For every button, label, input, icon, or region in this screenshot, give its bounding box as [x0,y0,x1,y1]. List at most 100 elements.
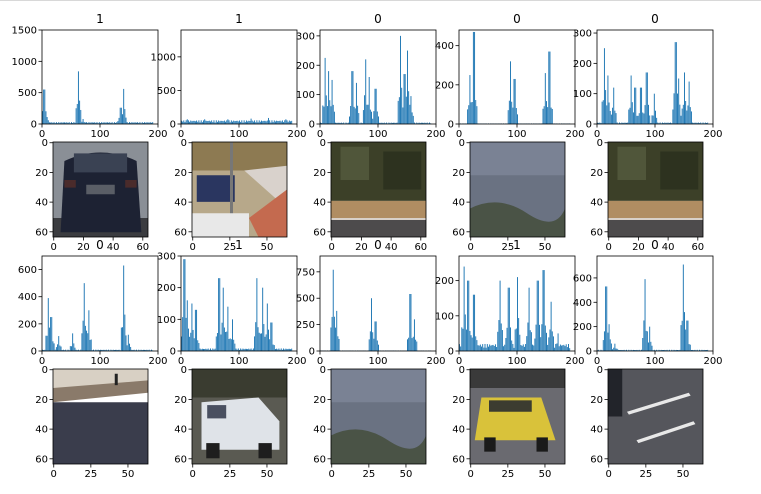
histogram-bar [142,122,144,124]
histogram-bar [261,333,262,351]
y-tick-label: 200 [573,322,592,333]
image-region [114,373,118,386]
histogram-bar [476,340,478,351]
histogram-bar [259,333,261,351]
histogram-bar [375,88,377,124]
histogram-bar [66,122,68,124]
histogram-bar [679,349,681,351]
histogram-panel: 0 100 200 0 100 200 1 [435,238,585,367]
histogram-bar [279,349,281,351]
y-tick-label: 500 [296,294,315,305]
histogram-bar [616,348,618,351]
y-tick-label: 300 [296,31,315,42]
histogram-bar [194,121,196,124]
histogram-bar [552,336,554,351]
histogram-bar [135,122,137,124]
image-region [331,218,426,220]
histogram-bar [613,347,615,351]
histogram-bar [46,335,48,351]
x-tick-label: 0 [51,469,57,480]
histogram-bar [74,122,76,124]
histogram-bar [247,349,249,351]
image-region [230,142,233,223]
histogram-bar [68,122,70,124]
histogram-bar [218,278,220,351]
histogram-bar [424,122,426,124]
histogram-bar [368,339,370,351]
histogram-bar [675,42,677,125]
histogram-bar [598,349,600,351]
histogram-bar [340,122,342,124]
histogram-bar [76,103,78,124]
histogram-bar [91,122,93,124]
histogram-bar [528,287,530,351]
histogram-bar [602,100,604,124]
histogram-bar [133,349,135,351]
image-region [660,151,699,190]
histogram-bar [374,321,376,351]
y-tick-label: 40 [35,198,48,209]
x-tick-label: 100 [229,129,248,140]
histogram-bar [403,74,405,124]
histogram-bar [72,333,74,351]
x-tick-label: 50 [122,469,135,480]
histogram-bar [413,122,415,124]
histogram-bar [506,327,508,351]
histogram-bar [501,330,503,351]
y-tick-label: 0 [42,138,48,149]
histogram-bar [258,120,260,124]
histogram-bar [81,121,83,124]
y-tick-label: 60 [35,227,48,238]
x-tick-label: 25 [84,469,97,480]
histogram-bar [492,344,494,351]
histogram-bar [183,120,185,124]
histogram-bar [131,122,133,124]
histogram-bar [674,42,676,125]
histogram-bar [118,117,120,124]
histogram-bar [623,122,625,124]
histogram-bar [547,107,549,124]
histogram-bar [382,123,384,124]
histogram-bar [277,349,279,351]
y-tick-label: 0 [320,138,326,149]
histogram-bar [243,120,245,124]
histogram-bar [706,123,707,124]
histogram-bar [607,332,609,351]
x-tick-label: 0 [317,356,323,367]
y-tick-label: 40 [35,425,48,436]
histogram-bar [526,336,528,351]
histogram-bar [500,323,502,351]
panel-title: 0 [96,238,104,252]
histogram-bar [475,100,477,124]
x-tick-label: 200 [703,356,722,367]
histogram-bar [280,121,282,124]
histogram-bar [464,314,466,351]
histogram-bar [244,121,246,124]
histogram-bar [257,122,259,124]
histogram-bar [203,120,204,124]
histogram-bar [271,120,273,124]
histogram-bar [369,109,371,124]
histogram-bar [508,100,510,124]
y-tick-label: 60 [452,227,465,238]
histogram-bar [242,348,244,351]
axes-frame [41,255,159,352]
histogram-bar [459,344,460,351]
histogram-bar [648,342,649,351]
histogram-bar [474,31,476,124]
histogram-bar [73,122,75,124]
histogram-bar [631,350,633,351]
histogram-bar [80,349,82,351]
histogram-bar [87,333,89,351]
histogram-bar [151,349,152,351]
x-tick-label: 50 [539,469,552,480]
image-region [53,380,148,403]
histogram-bar [412,115,414,124]
x-tick-label: 100 [368,356,387,367]
y-tick-label: 0 [459,365,465,376]
histogram-bar [378,116,379,124]
image-region [64,180,76,188]
image-region [331,369,426,403]
histogram-bar [215,120,217,124]
